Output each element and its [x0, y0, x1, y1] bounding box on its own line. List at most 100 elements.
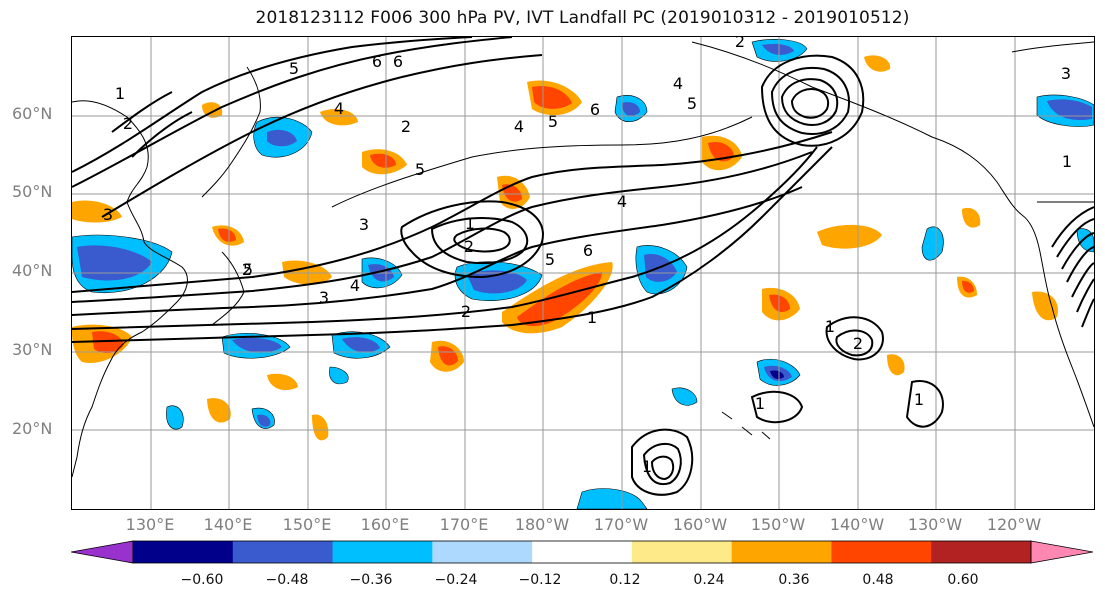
contour-line	[770, 66, 850, 135]
contour-line	[760, 54, 865, 147]
lon-label-160w: 160°W	[672, 515, 728, 534]
contour-label: 4	[514, 117, 524, 136]
contour-label: 2	[401, 117, 411, 136]
contour-label: 1	[825, 317, 835, 336]
lat-label-50n: 50°N	[12, 182, 53, 201]
shade-blob	[576, 488, 648, 509]
colorbar-tick: −0.12	[518, 572, 562, 588]
contour-label: 5	[548, 112, 558, 131]
lon-label-150e: 150°E	[282, 515, 332, 534]
contour-label: 3	[359, 215, 369, 234]
colorbar-tick: 0.24	[693, 572, 725, 588]
shade-blob	[762, 43, 794, 55]
contour-line	[631, 428, 694, 496]
lon-label-170w: 170°W	[593, 515, 649, 534]
map-panel: 1 2 2 5 4 6 6 5 4 5 3 2 1 3 4 2 1 5 6 4 …	[71, 36, 1095, 510]
contour-label: 1	[914, 390, 924, 409]
graticule	[72, 37, 1094, 509]
contour-label: 5	[289, 59, 299, 78]
contour-line	[72, 37, 473, 173]
lon-label-120w: 120°W	[986, 515, 1042, 534]
shade-blob	[72, 200, 122, 223]
contour-label: 4	[334, 99, 344, 118]
shade-blob	[438, 346, 458, 366]
contour-label: 4	[673, 74, 683, 93]
contour-label: 2	[735, 37, 745, 51]
contour-line	[400, 200, 544, 279]
coast-hawaii	[721, 411, 771, 440]
contour-line	[72, 186, 803, 316]
contour-line	[453, 227, 511, 253]
contour-label: 3	[103, 205, 113, 224]
shade-blob	[502, 184, 522, 202]
colorbar-extend-min	[71, 540, 134, 564]
contour-line	[72, 146, 818, 330]
contour-label: 1	[642, 457, 652, 476]
contour-label: 5	[243, 260, 253, 279]
contour-label: 1	[465, 214, 475, 233]
colorbar-segments	[71, 540, 1093, 564]
shade-blob	[232, 337, 282, 353]
coast-japan	[211, 251, 245, 326]
shade-blob	[622, 102, 640, 116]
shade-blob	[257, 414, 271, 427]
lat-label-20n: 20°N	[12, 419, 53, 438]
contour-line	[780, 78, 839, 126]
contour-label: 6	[393, 52, 403, 71]
contour-label: 2	[123, 114, 133, 133]
shade-blob	[370, 153, 396, 168]
coast-canada	[1011, 41, 1094, 53]
contour-label: 2	[461, 302, 471, 321]
shade-blob	[962, 207, 981, 228]
shade-blob	[887, 354, 905, 376]
contour-label: 3	[319, 288, 329, 307]
shade-blob	[320, 108, 358, 126]
lon-label-150w: 150°W	[750, 515, 806, 534]
contour-line	[905, 380, 944, 428]
contour-label: 1	[755, 394, 765, 413]
contour-line	[790, 88, 830, 119]
colorbar-tick: −0.48	[265, 572, 309, 588]
colorbar-segment	[133, 541, 234, 563]
map-title: 2018123112 F006 300 hPa PV, IVT Landfall…	[255, 8, 910, 28]
coast-kamchatka	[201, 66, 261, 198]
coast-alaska	[691, 41, 1023, 216]
shade-blob	[267, 373, 298, 391]
contour-line	[750, 390, 804, 424]
contour-line	[650, 455, 675, 481]
contour-line	[101, 54, 543, 218]
colorbar-tick: 0.36	[778, 572, 810, 588]
contour-label-group: 1 2 2 5 4 6 6 5 4 5 3 2 1 3 4 2 1 5 6 4 …	[103, 37, 1072, 476]
shade-blob	[329, 366, 349, 385]
lat-label-30n: 30°N	[12, 340, 53, 359]
colorbar-segment	[232, 541, 334, 563]
lon-label-140w: 140°W	[829, 515, 885, 534]
shade-blob	[532, 85, 572, 109]
lon-label-140e: 140°E	[203, 515, 253, 534]
colorbar	[71, 540, 1093, 564]
contour-label: 4	[617, 192, 627, 211]
shade-blob	[166, 405, 184, 430]
contour-label: 5	[545, 250, 555, 269]
contour-label: 2	[853, 334, 863, 353]
contour-label: 6	[590, 100, 600, 119]
colorbar-tick: −0.60	[180, 572, 224, 588]
colorbar-extend-max	[1030, 540, 1093, 564]
contour-label: 1	[1062, 152, 1072, 171]
contour-line	[1051, 206, 1094, 328]
contour-label: 5	[415, 160, 425, 179]
shade-blob	[517, 272, 602, 327]
contour-line	[72, 37, 513, 188]
lon-label-130e: 130°E	[125, 515, 175, 534]
colorbar-segment	[532, 541, 633, 563]
contour-line	[430, 216, 529, 265]
lat-label-60n: 60°N	[12, 104, 53, 123]
colorbar-segment	[931, 541, 1032, 563]
shade-blob	[92, 331, 124, 354]
colorbar-segment	[432, 541, 533, 563]
ivt-contours	[72, 37, 1094, 496]
colorbar-segment	[332, 541, 433, 563]
shade-blob	[921, 226, 944, 261]
contour-label: 2	[242, 260, 252, 279]
contour-label: 6	[372, 52, 382, 71]
